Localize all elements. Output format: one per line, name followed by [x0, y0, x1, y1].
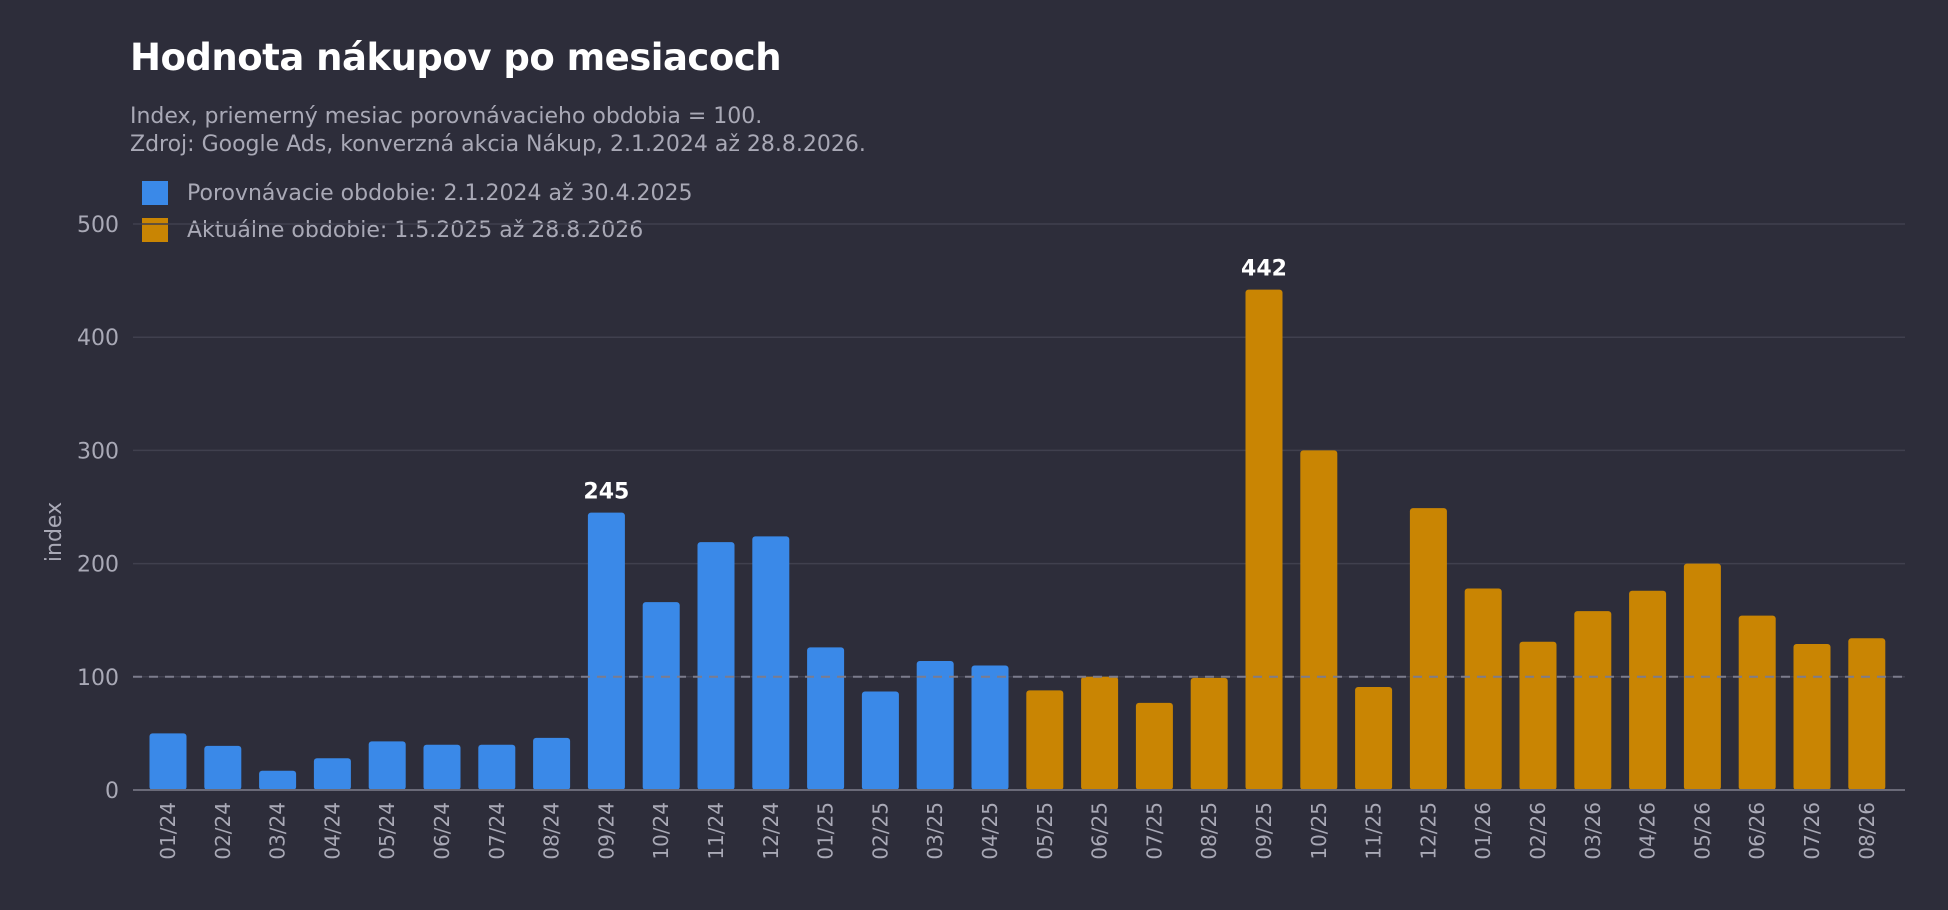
x-tick-label-08-25: 08/25: [1197, 802, 1221, 860]
legend-swatch-current-period: [142, 218, 168, 242]
x-tick-label-07-25: 07/25: [1142, 802, 1166, 860]
bar-08-24: [533, 737, 571, 790]
bar-11-24: [697, 542, 735, 790]
x-tick-label-05-25: 05/25: [1033, 802, 1057, 860]
x-tick-label-08-26: 08/26: [1855, 802, 1879, 860]
x-tick-label-10-25: 10/25: [1307, 802, 1331, 860]
y-tick-label-500: 500: [77, 213, 119, 238]
bar-02-24: [204, 745, 242, 790]
bar-08-25: [1190, 677, 1228, 790]
x-tick-label-01-24: 01/24: [156, 802, 180, 860]
bar-03-25: [916, 660, 954, 790]
legend-label-current-period: Aktuálne obdobie: 1.5.2025 až 28.8.2026: [187, 217, 644, 243]
legend-label-comparison-period: Porovnávacie obdobie: 2.1.2024 až 30.4.2…: [187, 180, 693, 206]
bar-07-24: [478, 744, 516, 790]
x-tick-label-09-24: 09/24: [594, 802, 618, 860]
x-tick-label-01-26: 01/26: [1471, 802, 1495, 860]
bar-04-26: [1629, 590, 1667, 790]
x-tick-label-07-24: 07/24: [485, 802, 509, 860]
y-tick-label-300: 300: [77, 439, 119, 464]
x-tick-label-10-24: 10/24: [649, 802, 673, 860]
x-tick-label-06-25: 06/25: [1088, 802, 1112, 860]
x-tick-label-12-25: 12/25: [1416, 802, 1440, 860]
bar-05-24: [368, 741, 406, 790]
bar-09-24: [587, 512, 625, 790]
bar-01-26: [1464, 588, 1502, 790]
bar-04-24: [313, 758, 351, 790]
x-tick-label-03-26: 03/26: [1581, 802, 1605, 860]
x-tick-label-07-26: 07/26: [1800, 802, 1824, 860]
x-tick-label-04-24: 04/24: [320, 802, 344, 860]
x-tick-label-06-26: 06/26: [1745, 802, 1769, 860]
y-tick-label-0: 0: [105, 779, 119, 804]
data-label-09-25: 442: [1241, 257, 1287, 282]
bar-12-25: [1409, 508, 1447, 790]
bar-07-25: [1135, 702, 1173, 790]
x-tick-label-02-24: 02/24: [211, 802, 235, 860]
chart-subtitle-line-1: Index, priemerný mesiac porovnávacieho o…: [130, 104, 763, 129]
bar-06-25: [1081, 676, 1119, 790]
bar-11-25: [1355, 686, 1393, 790]
x-tick-label-08-24: 08/24: [540, 802, 564, 860]
x-tick-label-12-24: 12/24: [759, 802, 783, 860]
x-tick-label-03-24: 03/24: [266, 802, 290, 860]
bar-09-25: [1245, 289, 1283, 790]
y-axis-title: index: [42, 502, 67, 562]
bar-03-24: [259, 770, 297, 790]
x-tick-label-02-25: 02/25: [868, 802, 892, 860]
x-tick-label-05-24: 05/24: [375, 802, 399, 860]
x-tick-label-06-24: 06/24: [430, 802, 454, 860]
x-tick-label-01-25: 01/25: [814, 802, 838, 860]
x-tick-label-11-24: 11/24: [704, 802, 728, 860]
bar-01-24: [149, 733, 187, 790]
bar-06-26: [1738, 615, 1776, 790]
x-tick-label-02-26: 02/26: [1526, 802, 1550, 860]
bar-02-26: [1519, 641, 1557, 790]
bar-10-24: [642, 602, 680, 790]
x-tick-label-05-26: 05/26: [1690, 802, 1714, 860]
x-tick-label-04-26: 04/26: [1636, 802, 1660, 860]
y-tick-label-400: 400: [77, 326, 119, 351]
legend-item-current-period: Aktuálne obdobie: 1.5.2025 až 28.8.2026: [142, 217, 644, 243]
bar-02-25: [861, 691, 899, 790]
x-tick-label-09-25: 09/25: [1252, 802, 1276, 860]
legend-item-comparison-period: Porovnávacie obdobie: 2.1.2024 až 30.4.2…: [142, 180, 693, 206]
bar-10-25: [1300, 450, 1338, 790]
chart-title: Hodnota nákupov po mesiacoch: [130, 36, 782, 79]
bar-06-24: [423, 744, 461, 790]
data-label-09-24: 245: [583, 480, 629, 505]
bar-03-26: [1574, 611, 1612, 790]
y-tick-label-200: 200: [77, 553, 119, 578]
x-tick-label-11-25: 11/25: [1362, 802, 1386, 860]
bar-12-24: [752, 536, 790, 790]
bar-01-25: [807, 647, 845, 790]
x-tick-label-03-25: 03/25: [923, 802, 947, 860]
y-tick-label-100: 100: [77, 666, 119, 691]
bar-08-26: [1848, 638, 1886, 790]
chart-subtitle-line-2: Zdroj: Google Ads, konverzná akcia Nákup…: [130, 132, 866, 157]
legend-swatch-comparison-period: [142, 181, 168, 205]
x-tick-label-04-25: 04/25: [978, 802, 1002, 860]
bar-04-25: [971, 665, 1009, 790]
bar-07-26: [1793, 643, 1831, 790]
bar-05-25: [1026, 690, 1064, 790]
